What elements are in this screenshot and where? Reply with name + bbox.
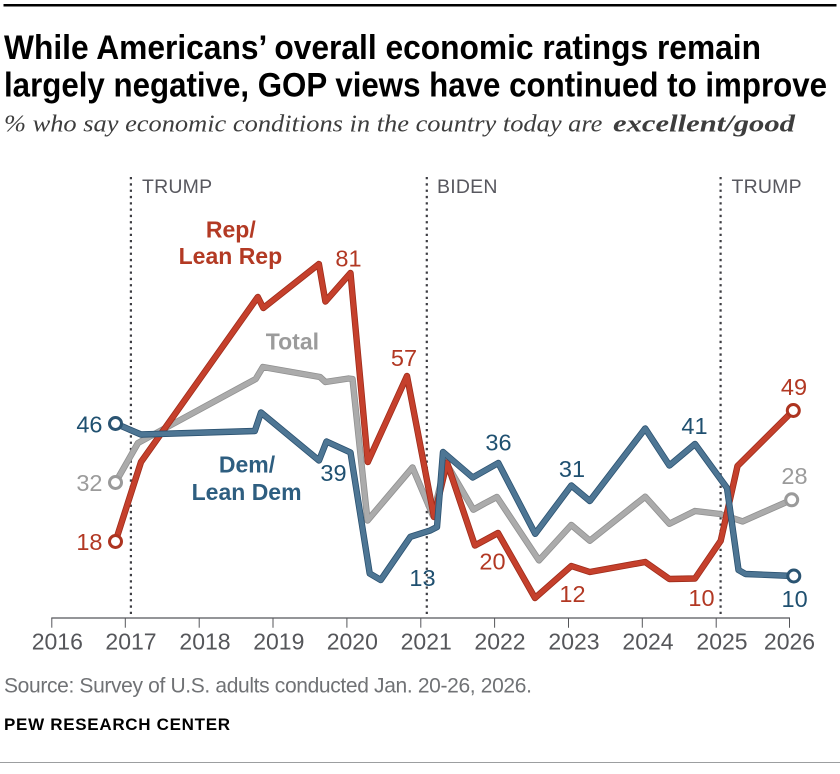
svg-text:Rep/: Rep/ bbox=[206, 217, 256, 243]
svg-text:2025: 2025 bbox=[696, 629, 747, 655]
svg-text:32: 32 bbox=[76, 470, 102, 496]
svg-text:2016: 2016 bbox=[32, 629, 83, 655]
svg-text:2020: 2020 bbox=[327, 629, 378, 655]
svg-text:% who say economic conditions: % who say economic conditions in the cou… bbox=[4, 112, 609, 138]
svg-text:28: 28 bbox=[781, 463, 807, 489]
svg-text:31: 31 bbox=[559, 456, 585, 482]
svg-text:18: 18 bbox=[76, 529, 102, 555]
svg-text:20: 20 bbox=[479, 549, 505, 575]
svg-text:largely negative, GOP views ha: largely negative, GOP views have continu… bbox=[4, 67, 827, 105]
svg-text:41: 41 bbox=[681, 413, 707, 439]
svg-text:Total: Total bbox=[266, 329, 319, 355]
svg-text:10: 10 bbox=[688, 585, 714, 611]
svg-text:46: 46 bbox=[76, 412, 102, 438]
svg-text:While Americans’ overall econo: While Americans’ overall economic rating… bbox=[4, 29, 761, 67]
svg-text:2017: 2017 bbox=[105, 629, 156, 655]
svg-text:2019: 2019 bbox=[253, 629, 304, 655]
svg-text:2023: 2023 bbox=[548, 629, 599, 655]
svg-text:excellent/good: excellent/good bbox=[613, 112, 796, 138]
svg-text:13: 13 bbox=[409, 565, 435, 591]
svg-text:2026: 2026 bbox=[764, 629, 815, 655]
svg-text:BIDEN: BIDEN bbox=[437, 176, 498, 198]
svg-text:2024: 2024 bbox=[622, 629, 673, 655]
svg-text:81: 81 bbox=[335, 246, 361, 272]
svg-text:49: 49 bbox=[781, 374, 807, 400]
svg-text:57: 57 bbox=[391, 345, 417, 371]
svg-text:Lean Rep: Lean Rep bbox=[179, 243, 283, 269]
svg-text:Lean Dem: Lean Dem bbox=[192, 479, 302, 505]
svg-text:TRUMP: TRUMP bbox=[142, 176, 212, 198]
svg-text:TRUMP: TRUMP bbox=[732, 176, 802, 198]
svg-text:12: 12 bbox=[559, 581, 585, 607]
svg-text:2021: 2021 bbox=[401, 629, 452, 655]
svg-text:36: 36 bbox=[485, 430, 511, 456]
svg-text:2022: 2022 bbox=[474, 629, 525, 655]
svg-text:10: 10 bbox=[782, 586, 808, 612]
svg-text:PEW RESEARCH CENTER: PEW RESEARCH CENTER bbox=[4, 715, 231, 734]
svg-text:Dem/: Dem/ bbox=[219, 452, 276, 478]
svg-text:39: 39 bbox=[320, 460, 346, 486]
svg-text:Source: Survey of U.S. adults: Source: Survey of U.S. adults conducted … bbox=[4, 675, 532, 698]
svg-text:2018: 2018 bbox=[179, 629, 230, 655]
